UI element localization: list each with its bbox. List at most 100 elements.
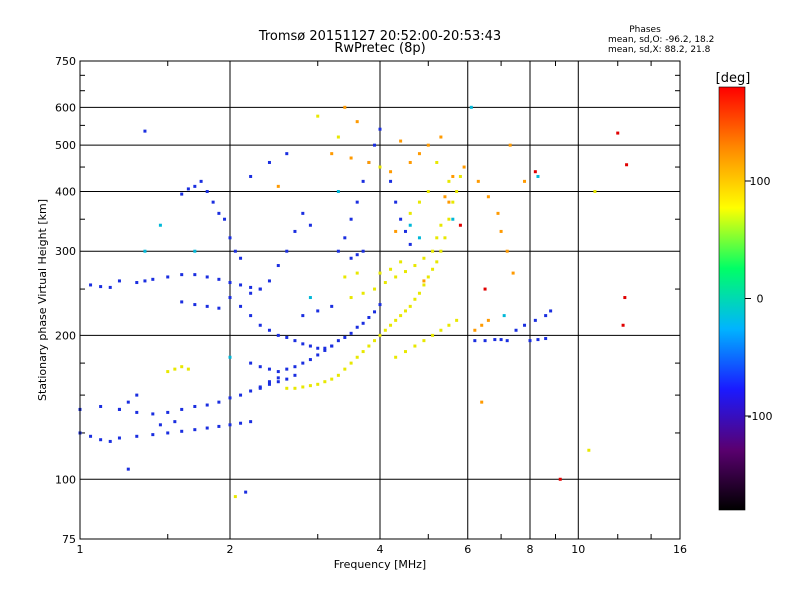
plot-frame <box>79 60 681 540</box>
data-point <box>399 139 403 143</box>
data-point <box>502 314 506 318</box>
data-point <box>135 393 139 397</box>
data-point <box>408 211 412 215</box>
data-point <box>228 236 232 240</box>
data-point <box>536 338 540 342</box>
data-point <box>316 346 320 350</box>
data-point <box>403 309 407 313</box>
data-point <box>496 211 500 215</box>
data-point <box>511 271 515 275</box>
data-point <box>413 264 417 268</box>
y-tick-label: 750 <box>55 55 76 68</box>
data-point <box>373 310 377 314</box>
data-point <box>378 127 382 131</box>
data-point <box>267 367 271 371</box>
data-point <box>378 271 382 275</box>
data-point <box>217 277 221 281</box>
data-point <box>285 152 289 156</box>
data-point <box>486 318 490 322</box>
data-point <box>343 236 347 240</box>
plot-area: 1 2 4 6 8 10 16 75 100 200 300 400 500 600 750 <box>55 55 687 556</box>
data-point <box>228 396 232 400</box>
y-tick-label: 500 <box>55 139 76 152</box>
data-points <box>78 105 629 499</box>
data-point <box>316 382 320 386</box>
data-point <box>217 211 221 215</box>
data-point <box>499 229 503 233</box>
data-point <box>447 200 451 204</box>
data-point <box>293 229 297 233</box>
data-point <box>330 152 334 156</box>
data-point <box>249 314 253 318</box>
data-point <box>249 285 253 289</box>
data-point <box>349 256 353 260</box>
data-point <box>417 200 421 204</box>
data-point <box>355 200 359 204</box>
data-point <box>349 156 353 160</box>
data-point <box>276 380 280 384</box>
y-tick-labels: 75 100 200 300 400 500 600 750 <box>55 55 76 546</box>
data-point <box>180 407 184 411</box>
data-point <box>355 325 359 329</box>
data-point <box>228 281 232 285</box>
data-point <box>249 174 253 178</box>
data-point <box>439 223 443 227</box>
data-point <box>301 314 305 318</box>
data-point <box>330 377 334 381</box>
data-point <box>408 304 412 308</box>
data-point <box>267 279 271 283</box>
data-point <box>533 318 537 322</box>
data-point <box>367 160 371 164</box>
data-point <box>330 304 334 308</box>
data-point <box>276 184 280 188</box>
colorbar-ticks: 100 0 -100 <box>745 175 772 423</box>
data-point <box>166 431 170 435</box>
data-point <box>389 170 393 174</box>
data-point <box>422 279 426 283</box>
data-point <box>361 291 365 295</box>
data-point <box>455 189 459 193</box>
data-point <box>417 236 421 240</box>
data-point <box>293 339 297 343</box>
data-point <box>426 143 430 147</box>
data-point <box>367 344 371 348</box>
data-point <box>408 160 412 164</box>
data-point <box>455 318 459 322</box>
data-point <box>173 420 177 424</box>
data-point <box>143 249 147 253</box>
data-point <box>249 291 253 295</box>
data-point <box>193 404 197 408</box>
data-point <box>408 223 412 227</box>
data-point <box>422 283 426 287</box>
data-point <box>285 335 289 339</box>
data-point <box>193 249 197 253</box>
data-point <box>143 279 147 283</box>
data-point <box>349 331 353 335</box>
data-point <box>378 333 382 337</box>
data-point <box>285 367 289 371</box>
data-point <box>193 303 197 307</box>
data-point <box>173 367 177 371</box>
data-point <box>228 423 232 427</box>
data-point <box>389 267 393 271</box>
data-point <box>558 477 562 481</box>
data-point <box>422 256 426 260</box>
data-point <box>223 217 227 221</box>
data-point <box>301 385 305 389</box>
data-point <box>285 377 289 381</box>
data-point <box>276 264 280 268</box>
data-point <box>99 438 103 442</box>
data-point <box>399 260 403 264</box>
data-point <box>394 275 398 279</box>
data-point <box>544 337 548 341</box>
y-tick-label: 75 <box>62 533 76 546</box>
data-point <box>473 328 477 332</box>
x-tick-label: 8 <box>527 543 534 556</box>
colorbar <box>718 86 746 511</box>
data-point <box>476 179 480 183</box>
data-point <box>514 328 518 332</box>
data-point <box>435 160 439 164</box>
data-point <box>451 174 455 178</box>
data-point <box>378 303 382 307</box>
